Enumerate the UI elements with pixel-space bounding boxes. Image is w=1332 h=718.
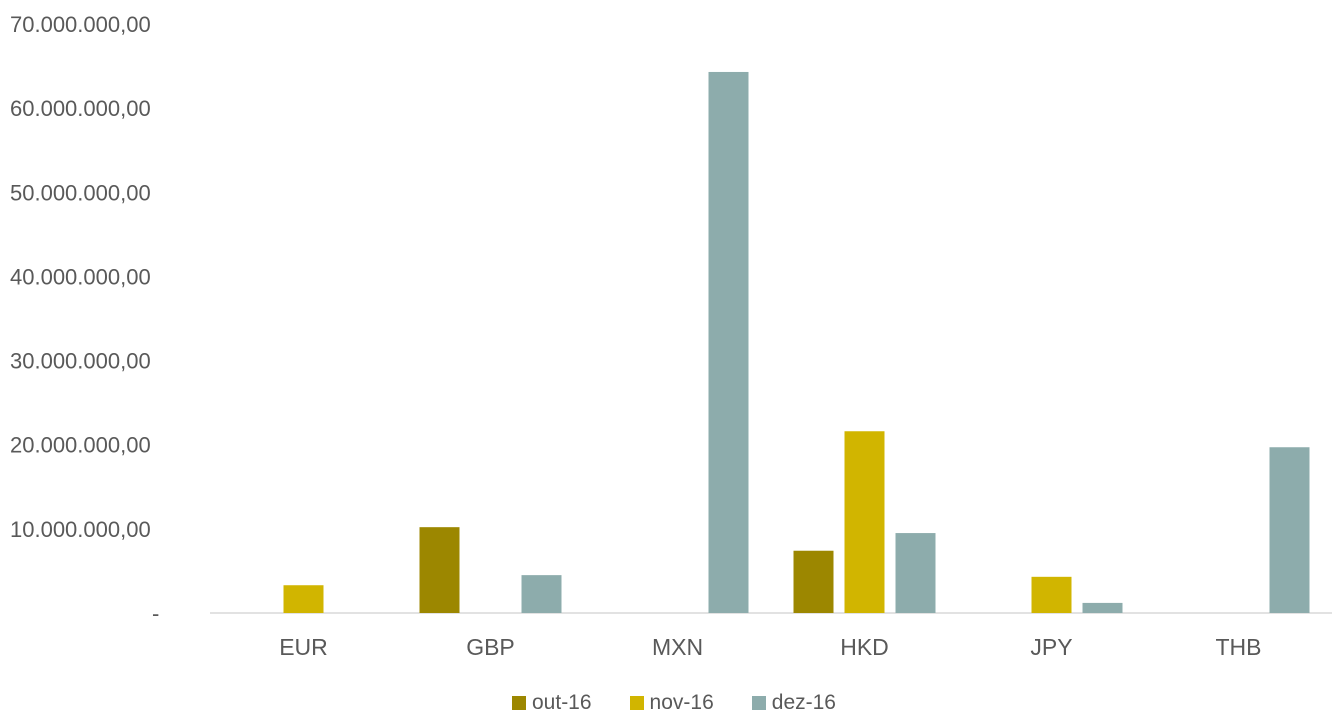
y-axis-ticks: - 10.000.000,00 20.000.000,00 30.000.000,00…	[10, 12, 159, 626]
bars	[283, 71, 1310, 613]
bar-mxn-dez-16	[708, 71, 749, 613]
bar-jpy-nov-16	[1031, 576, 1072, 613]
legend-item-out-16: out-16	[496, 691, 592, 715]
x-tick-label-jpy: JPY	[1030, 634, 1072, 660]
legend-swatch-nov-16	[629, 696, 644, 710]
bar-gbp-dez-16	[521, 575, 562, 613]
y-tick-label: 30.000.000,00	[10, 349, 151, 374]
x-axis-ticks: EUR GBP MXN HKD JPY THB	[279, 634, 1261, 660]
y-tick-label: -	[152, 601, 159, 626]
x-tick-label-gbp: GBP	[466, 634, 515, 660]
y-tick-label: 60.000.000,00	[10, 96, 151, 121]
y-tick-label: 70.000.000,00	[10, 12, 151, 37]
legend: out-16 nov-16 dez-16	[0, 688, 1332, 718]
x-tick-label-thb: THB	[1216, 634, 1262, 660]
y-tick-label: 40.000.000,00	[10, 264, 151, 289]
legend-swatch-dez-16	[751, 696, 766, 710]
bar-hkd-out-16	[793, 550, 834, 613]
legend-label-dez-16: dez-16	[771, 691, 836, 714]
legend-item-dez-16: dez-16	[736, 691, 836, 715]
bar-hkd-nov-16	[844, 431, 885, 613]
legend-label-nov-16: nov-16	[649, 691, 714, 714]
bar-thb-dez-16	[1269, 447, 1310, 613]
x-tick-label-hkd: HKD	[840, 634, 889, 660]
bar-gbp-out-16	[419, 527, 460, 613]
x-tick-label-mxn: MXN	[652, 634, 703, 660]
bar-jpy-dez-16	[1082, 602, 1123, 613]
bar-eur-nov-16	[283, 585, 324, 613]
legend-item-nov-16: nov-16	[614, 691, 714, 715]
legend-swatch-out-16	[512, 696, 526, 710]
x-tick-label-eur: EUR	[279, 634, 328, 660]
y-tick-label: 10.000.000,00	[10, 517, 151, 542]
y-tick-label: 20.000.000,00	[10, 433, 151, 458]
legend-label-out-16: out-16	[532, 691, 592, 714]
y-tick-label: 50.000.000,00	[10, 180, 151, 205]
bar-hkd-dez-16	[895, 533, 936, 613]
